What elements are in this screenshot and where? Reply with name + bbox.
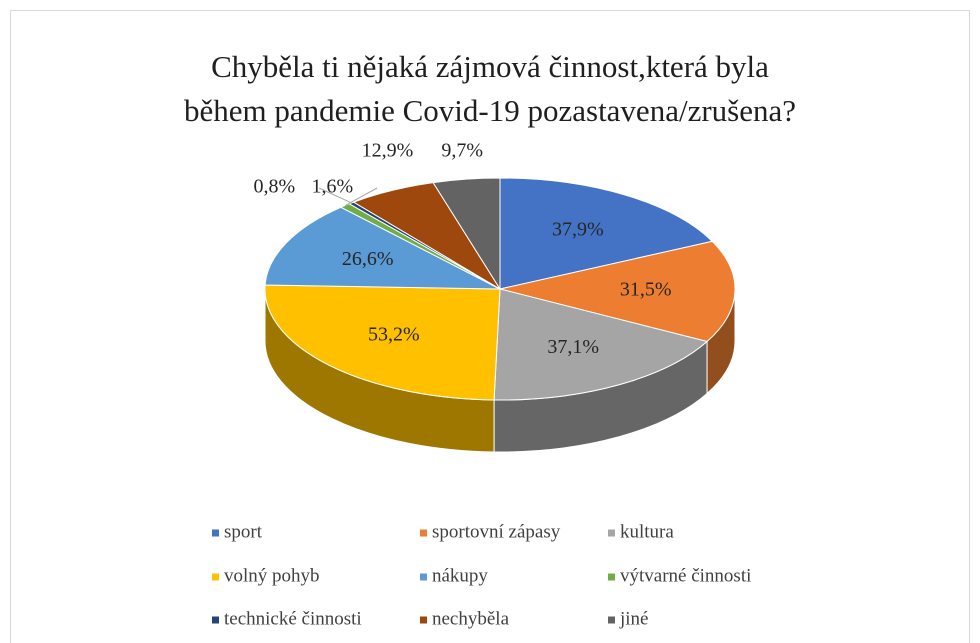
legend-label: nechyběla xyxy=(432,608,510,629)
legend-swatch xyxy=(608,573,615,581)
data-label: 37,9% xyxy=(552,218,604,240)
data-label: 26,6% xyxy=(342,248,394,270)
slice xyxy=(499,177,714,290)
data-label: 9,7% xyxy=(441,140,483,162)
slice xyxy=(432,177,501,291)
data-label: 12,9% xyxy=(362,140,414,162)
legend-label: kultura xyxy=(620,521,674,542)
legend-swatch xyxy=(212,573,219,581)
legend-swatch xyxy=(212,616,219,624)
legend-swatch xyxy=(420,616,427,624)
legend-label: nákupy xyxy=(432,565,488,586)
chart-title: Chyběla ti nějaká zájmová činnost,která … xyxy=(211,49,769,84)
legend-swatch xyxy=(212,529,219,537)
data-label: 1,6% xyxy=(311,176,353,198)
slice xyxy=(264,284,501,401)
chart-title: během pandemie Covid-19 pozastavena/zruš… xyxy=(184,93,796,128)
slice xyxy=(493,288,709,401)
data-label: 0,8% xyxy=(253,176,295,198)
legend-label: sport xyxy=(224,521,263,542)
legend-label: volný pohyb xyxy=(224,565,320,586)
leader-line xyxy=(318,187,352,204)
legend-swatch xyxy=(608,529,615,537)
legend-swatch xyxy=(420,529,427,537)
legend-label: jiné xyxy=(619,608,649,629)
data-label: 37,1% xyxy=(547,336,599,358)
legend-swatch xyxy=(608,616,615,624)
legend-label: výtvarné činnosti xyxy=(620,565,751,586)
data-label: 53,2% xyxy=(368,324,420,346)
slice xyxy=(264,206,501,290)
legend-label: technické činnosti xyxy=(224,608,362,629)
data-label: 31,5% xyxy=(620,278,672,300)
legend-swatch xyxy=(420,573,427,581)
legend-label: sportovní zápasy xyxy=(432,521,561,542)
slice xyxy=(499,240,736,343)
